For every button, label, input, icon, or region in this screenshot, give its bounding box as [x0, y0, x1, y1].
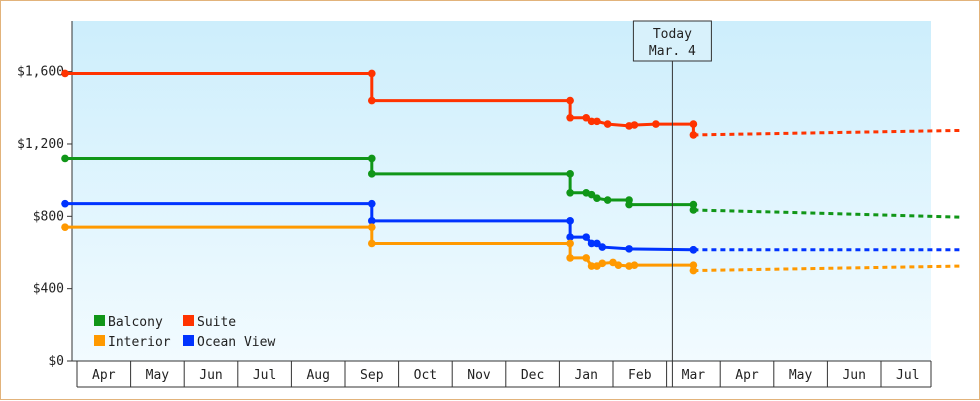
data-point[interactable]: [603, 196, 612, 204]
data-point[interactable]: [587, 239, 596, 248]
x-month-label: Jul: [896, 368, 919, 383]
series-suite: [61, 69, 962, 139]
data-point[interactable]: [566, 113, 574, 122]
data-point[interactable]: [582, 254, 590, 262]
data-point[interactable]: [598, 259, 607, 268]
data-point[interactable]: [625, 200, 633, 209]
legend-label: Interior: [108, 335, 171, 350]
data-point[interactable]: [566, 233, 574, 241]
x-month-label: Dec: [521, 368, 544, 383]
legend-swatch: [94, 335, 105, 346]
data-point[interactable]: [368, 154, 376, 163]
data-point[interactable]: [630, 121, 639, 129]
data-point[interactable]: [593, 117, 601, 126]
data-point[interactable]: [689, 206, 698, 214]
legend-item-ocean-view[interactable]: Ocean View: [183, 335, 275, 350]
x-month-label: Jun: [199, 368, 222, 383]
y-tick-label: $1,200: [17, 137, 64, 152]
data-point[interactable]: [689, 200, 698, 209]
data-point[interactable]: [61, 154, 69, 163]
data-point[interactable]: [368, 199, 376, 208]
legend-label: Ocean View: [197, 335, 275, 350]
legend-swatch: [94, 315, 105, 326]
data-point[interactable]: [61, 199, 69, 208]
data-point[interactable]: [593, 239, 601, 248]
y-tick-label: $400: [33, 282, 64, 297]
x-month-label: Jan: [574, 368, 597, 383]
x-month-label: May: [789, 368, 813, 383]
data-point[interactable]: [582, 233, 590, 241]
y-tick-label: $0: [48, 354, 64, 369]
data-point[interactable]: [689, 120, 698, 128]
data-point[interactable]: [603, 120, 612, 128]
legend-item-balcony[interactable]: Balcony: [94, 315, 163, 330]
data-point[interactable]: [587, 190, 596, 199]
data-point[interactable]: [61, 69, 69, 78]
legend-item-interior[interactable]: Interior: [94, 335, 171, 350]
data-point[interactable]: [689, 261, 698, 269]
series-ocean-view: [61, 199, 962, 254]
data-point[interactable]: [566, 217, 574, 225]
x-month-label: May: [146, 368, 170, 383]
data-point[interactable]: [598, 243, 607, 251]
data-point[interactable]: [368, 239, 376, 248]
data-point[interactable]: [582, 113, 590, 122]
data-point[interactable]: [689, 266, 698, 275]
legend-label: Suite: [197, 315, 236, 330]
x-month-label: Feb: [628, 368, 652, 383]
x-month-label: Jun: [842, 368, 865, 383]
data-point[interactable]: [566, 96, 574, 105]
data-point[interactable]: [566, 239, 574, 248]
data-point[interactable]: [368, 170, 376, 178]
x-month-label: Aug: [306, 368, 329, 383]
series-interior: [61, 223, 962, 275]
data-point[interactable]: [566, 189, 574, 197]
data-point[interactable]: [566, 254, 574, 262]
x-month-label: Apr: [735, 368, 759, 383]
data-point[interactable]: [587, 117, 596, 126]
today-date-label: Mar. 4: [649, 44, 696, 59]
data-point[interactable]: [614, 261, 623, 269]
series-balcony: [61, 154, 962, 219]
data-point[interactable]: [566, 170, 574, 178]
x-month-label: Mar: [682, 368, 706, 383]
data-point[interactable]: [630, 261, 639, 269]
x-month-label: Sep: [360, 368, 384, 383]
y-tick-label: $1,600: [17, 65, 64, 80]
data-point[interactable]: [689, 245, 698, 254]
x-month-label: Apr: [92, 368, 116, 383]
y-tick-label: $800: [33, 209, 64, 224]
plot-area: [72, 21, 931, 361]
legend-label: Balcony: [108, 315, 163, 330]
data-point[interactable]: [689, 131, 698, 139]
data-point[interactable]: [368, 69, 376, 78]
data-point[interactable]: [368, 223, 376, 231]
legend-swatch: [183, 315, 194, 326]
data-point[interactable]: [593, 194, 601, 203]
data-point[interactable]: [368, 217, 376, 225]
today-label: Today: [653, 27, 692, 42]
data-point[interactable]: [368, 96, 376, 105]
x-month-label: Oct: [414, 368, 437, 383]
legend-swatch: [183, 335, 194, 346]
x-month-label: Nov: [467, 368, 491, 383]
legend-item-suite[interactable]: Suite: [183, 315, 236, 330]
today-box: [632, 20, 712, 62]
data-point[interactable]: [625, 245, 633, 253]
x-month-label: Jul: [253, 368, 276, 383]
data-point[interactable]: [587, 262, 596, 270]
data-point[interactable]: [652, 120, 660, 128]
data-point[interactable]: [61, 223, 69, 231]
